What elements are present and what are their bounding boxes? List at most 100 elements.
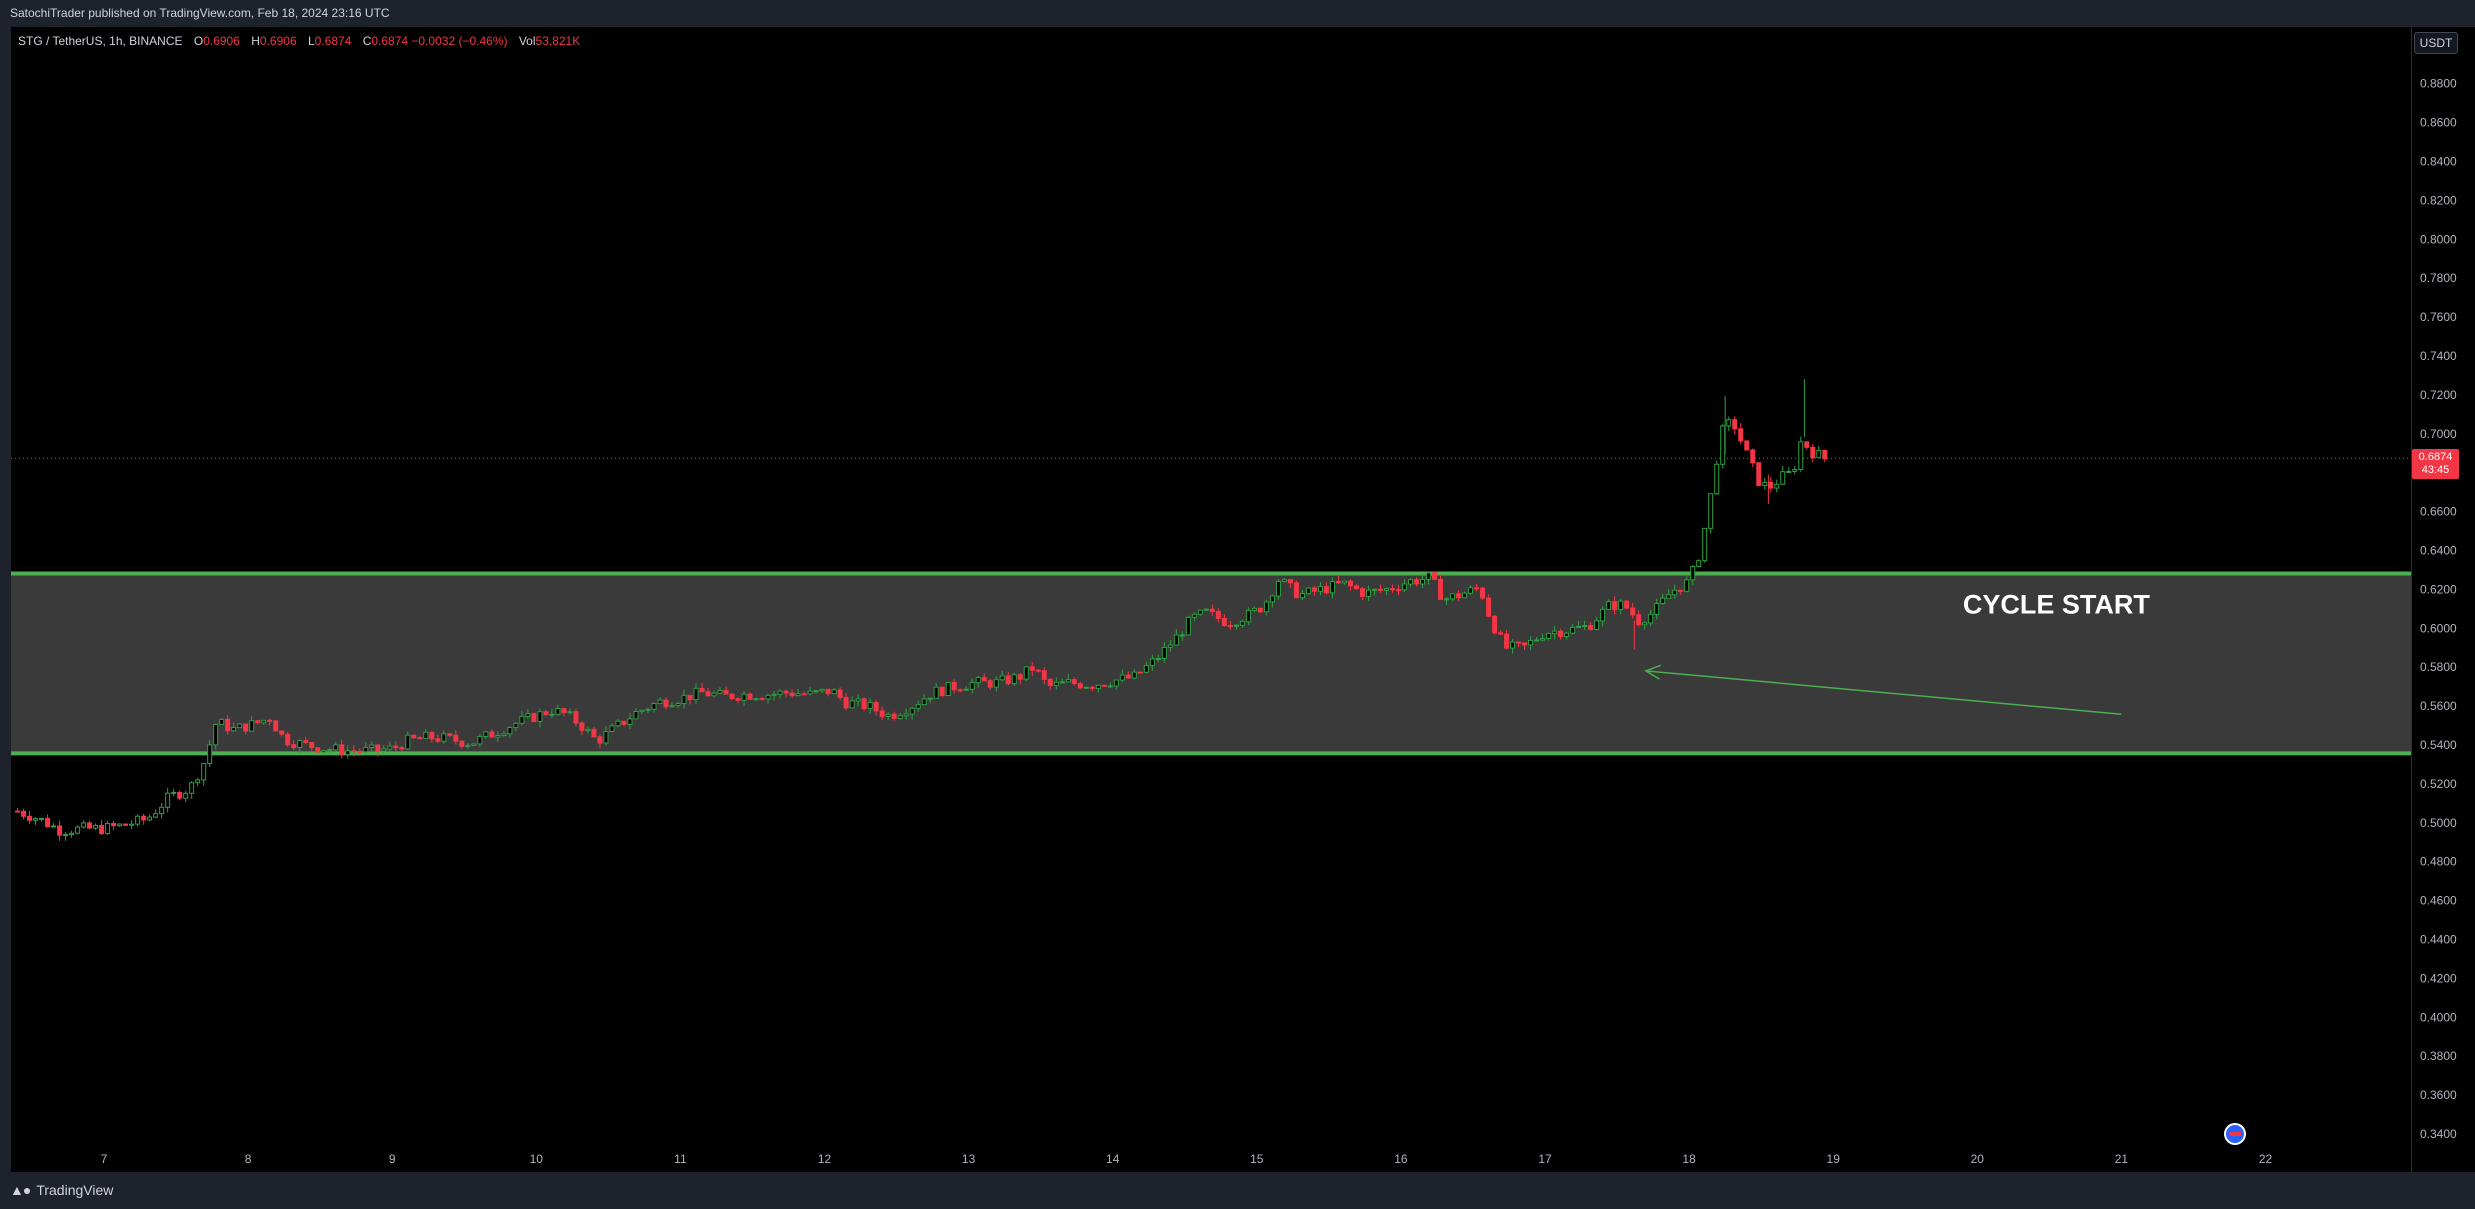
currency-button[interactable]: USDT (2414, 32, 2458, 54)
candle-body (747, 693, 753, 700)
candle-body (279, 730, 285, 735)
candle-body (1474, 587, 1480, 590)
candle-body (1089, 686, 1095, 689)
candle-body (495, 735, 501, 738)
candle-body (717, 689, 723, 694)
time-tick-label: 19 (1827, 1152, 1841, 1166)
candle-body (1660, 597, 1666, 605)
us-flag-icon[interactable] (2224, 1123, 2246, 1145)
candle-body (1702, 527, 1708, 562)
price-axis[interactable] (2411, 27, 2475, 1172)
candle-body (1504, 633, 1510, 649)
candle-body (903, 713, 909, 717)
candle-body (783, 690, 789, 694)
candle-body (789, 692, 795, 697)
candle-body (249, 720, 255, 732)
candle-body (21, 810, 27, 817)
candle-body (597, 736, 603, 744)
candle-body (1744, 440, 1750, 451)
candle-body (1588, 625, 1594, 630)
candle-body (1642, 622, 1648, 626)
candle-body (1371, 588, 1377, 591)
candle-body (231, 727, 237, 732)
candle-body (1137, 671, 1143, 674)
candle-body (1420, 578, 1426, 585)
candle-body (1365, 589, 1371, 597)
candle-body (1173, 634, 1179, 646)
candle-body (1432, 572, 1438, 580)
candle-body (1648, 613, 1654, 624)
candle-body (735, 698, 741, 701)
candle-body (1534, 639, 1540, 642)
candle-body (1221, 617, 1227, 627)
candle-body (795, 693, 801, 697)
candle-body (1359, 588, 1365, 597)
ohlc-legend: STG / TetherUS, 1h, BINANCE O0.6906 H0.6… (18, 34, 580, 48)
candle-body (813, 690, 819, 693)
candle-body (87, 822, 93, 829)
candle-body (1720, 425, 1726, 465)
candle-body (81, 822, 87, 828)
candle-body (1335, 580, 1341, 584)
candle-body (405, 734, 411, 750)
candle-body (1666, 594, 1672, 599)
candle-body (267, 719, 273, 722)
volume-value: 53.821K (535, 34, 581, 48)
time-tick-label: 7 (101, 1152, 108, 1166)
candle-body (1576, 625, 1582, 628)
candle-body (1257, 607, 1263, 613)
candle-body (105, 823, 111, 835)
candle-body (963, 688, 969, 691)
price-tick-label: 0.5000 (2420, 816, 2457, 830)
candle-body (561, 708, 567, 714)
candle-body (1041, 670, 1047, 680)
candle-body (51, 825, 57, 828)
candle-body (825, 688, 831, 695)
candle-body (141, 815, 147, 821)
candle-body (1528, 639, 1534, 646)
high-label: H (251, 34, 260, 48)
candle-body (1708, 493, 1714, 529)
candle-body (1822, 449, 1828, 460)
price-tick-label: 0.7400 (2420, 349, 2457, 363)
tradingview-logo[interactable]: ▲● TradingView (10, 1182, 113, 1198)
candle-body (1083, 686, 1089, 689)
candle-body (675, 703, 681, 707)
candle-body (831, 689, 837, 695)
candle-body (603, 731, 609, 744)
candle-body (489, 731, 495, 738)
candle-body (285, 733, 291, 746)
candle-body (273, 720, 279, 732)
candle-body (1299, 593, 1305, 599)
candle-body (1552, 630, 1558, 635)
candle-body (1383, 588, 1389, 591)
candle-body (1053, 681, 1059, 687)
price-tick-label: 0.6600 (2420, 505, 2457, 519)
candle-body (1305, 587, 1311, 595)
price-tick-label: 0.4200 (2420, 971, 2457, 985)
time-tick-label: 21 (2115, 1152, 2129, 1166)
candle-body (1035, 669, 1041, 672)
candle-body (1131, 671, 1137, 679)
time-tick-label: 15 (1250, 1152, 1264, 1166)
candle-body (939, 686, 945, 697)
candle-body (213, 723, 219, 746)
candle-body (1738, 428, 1744, 442)
candle-body (1197, 609, 1203, 615)
candle-body (1071, 679, 1077, 685)
price-tick-label: 0.4800 (2420, 855, 2457, 869)
price-tick-label: 0.8200 (2420, 193, 2457, 207)
symbol-label[interactable]: STG / TetherUS, 1h, BINANCE (18, 34, 183, 48)
candle-body (969, 682, 975, 690)
candle-body (1486, 597, 1492, 617)
candle-body (165, 792, 171, 808)
candle-body (1389, 588, 1395, 591)
candle-body (885, 713, 891, 717)
candle-body (987, 680, 993, 688)
candle-body (1516, 641, 1522, 644)
candle-body (753, 698, 759, 701)
time-tick-label: 10 (530, 1152, 544, 1166)
time-tick-label: 20 (1971, 1152, 1985, 1166)
candle-body (459, 740, 465, 747)
candle-body (849, 700, 855, 709)
